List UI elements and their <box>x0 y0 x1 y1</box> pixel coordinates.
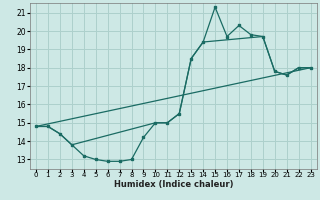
X-axis label: Humidex (Indice chaleur): Humidex (Indice chaleur) <box>114 180 233 189</box>
